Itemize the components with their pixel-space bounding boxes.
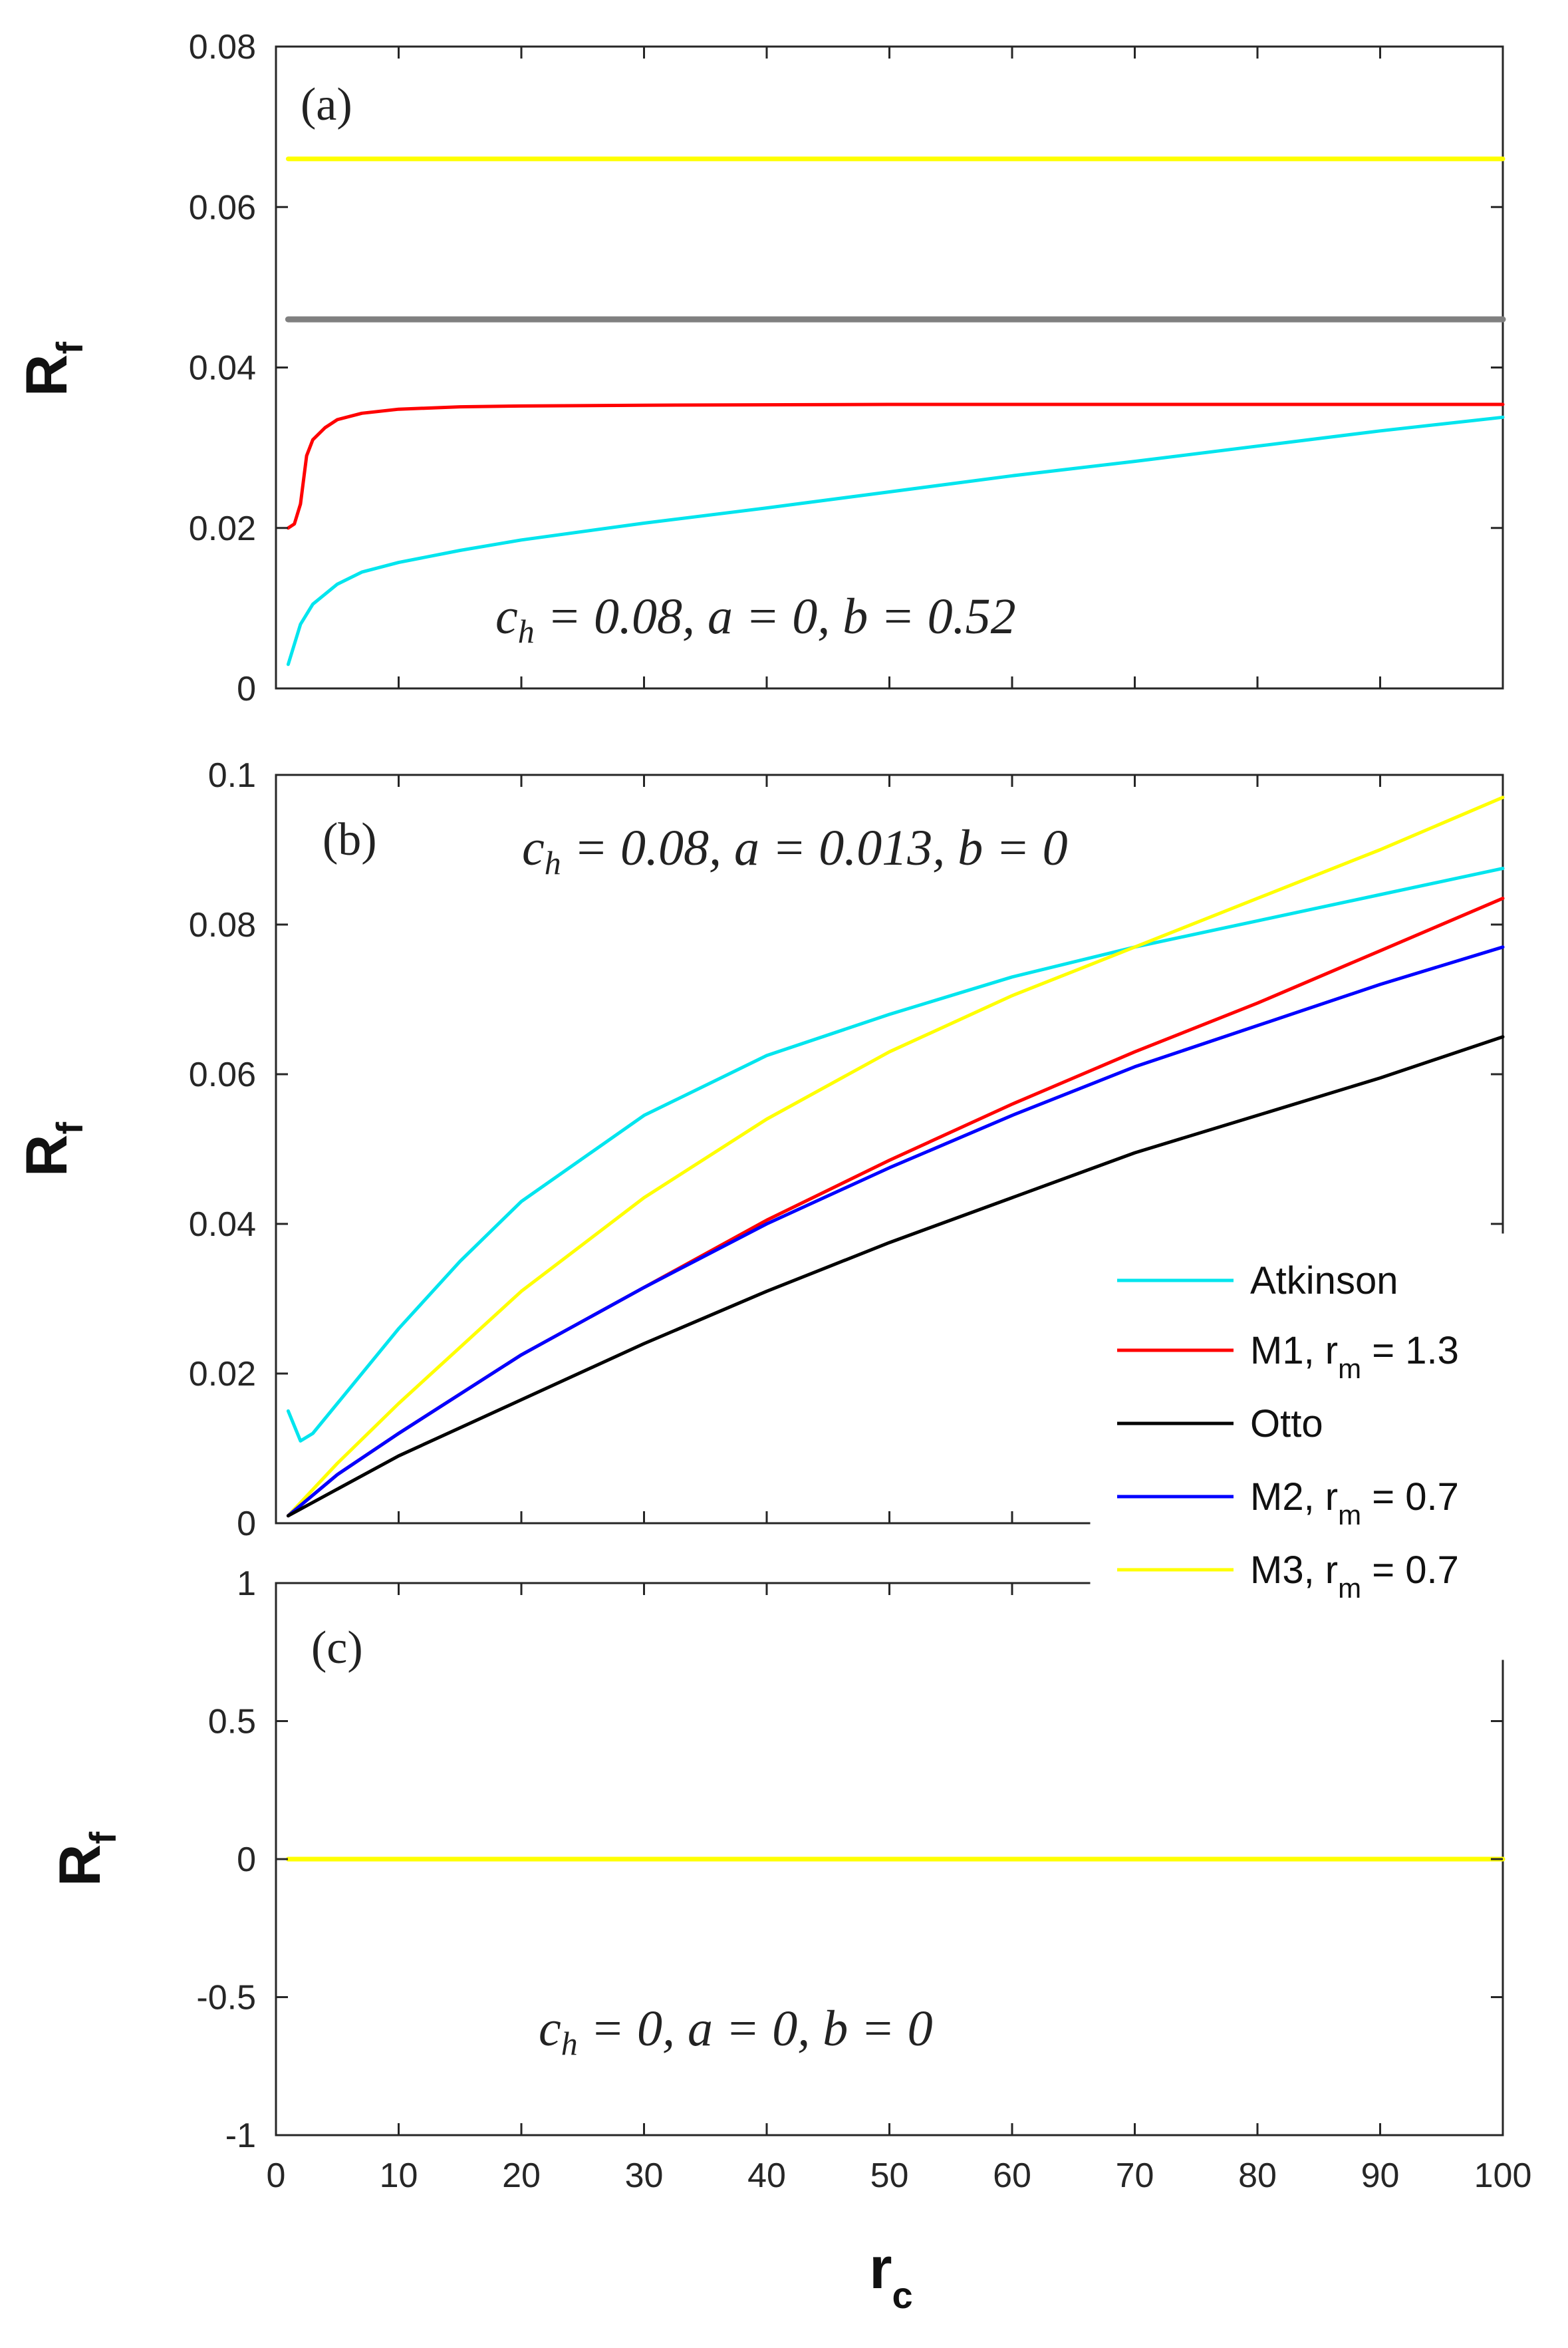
legend: Atkinson M1, rm = 1.3 Otto M2, rm = 0.7 M3, … bbox=[1090, 1233, 1550, 1660]
panel-a-label: (a) bbox=[301, 79, 352, 130]
y-tick-label: -0.5 bbox=[196, 1979, 256, 2017]
x-tick-label: 100 bbox=[1474, 2156, 1532, 2195]
y-tick-label: 0 bbox=[237, 1505, 256, 1543]
series-line-otto bbox=[286, 1035, 1505, 1518]
series-line-m3-r-m-0-7 bbox=[286, 796, 1505, 1518]
legend-label: Otto bbox=[1250, 1402, 1323, 1445]
panel-a-ticks: 0 0.02 0.04 0.06 0.08 bbox=[189, 28, 1504, 708]
panel-c-annotation: ch = 0, a = 0, b = 0 bbox=[539, 2001, 933, 2062]
x-tick-label: 80 bbox=[1238, 2156, 1277, 2195]
x-tick-label: 50 bbox=[870, 2156, 909, 2195]
y-tick-label: 0.5 bbox=[208, 1703, 256, 1741]
panel-a: 0 0.02 0.04 0.06 0.08 (a) ch = 0.08, a = 0, … bbox=[13, 28, 1506, 708]
series-line-m1-r-m-1-3 bbox=[286, 402, 1505, 530]
x-tick-label: 0 bbox=[267, 2156, 286, 2195]
panel-a-annotation: ch = 0.08, a = 0, b = 0.52 bbox=[495, 589, 1016, 650]
panel-b-ticks: 0 0.02 0.04 0.06 0.08 0.1 bbox=[189, 756, 1504, 1543]
x-tick-label: 10 bbox=[380, 2156, 418, 2195]
panel-b-series bbox=[286, 796, 1505, 1518]
y-tick-label: 0.08 bbox=[189, 906, 256, 945]
x-tick-label: 20 bbox=[502, 2156, 541, 2195]
legend-label: M2, rm = 0.7 bbox=[1250, 1475, 1459, 1531]
panel-a-frame bbox=[275, 45, 1504, 690]
y-tick-label: 1 bbox=[237, 1564, 256, 1603]
y-tick-label: 0.06 bbox=[189, 1056, 256, 1094]
x-tick-label: 40 bbox=[747, 2156, 786, 2195]
series-line-atkinson bbox=[286, 867, 1505, 1443]
y-tick-label: 0.04 bbox=[189, 349, 256, 388]
x-tick-label: 60 bbox=[993, 2156, 1031, 2195]
panel-c-label: (c) bbox=[311, 1622, 363, 1674]
panel-c-ylabel: Rf bbox=[47, 1832, 124, 1887]
y-tick-label: 0.04 bbox=[189, 1205, 256, 1244]
x-tick-label: 70 bbox=[1116, 2156, 1154, 2195]
y-tick-label: 0.02 bbox=[189, 1355, 256, 1394]
y-tick-label: 0.08 bbox=[189, 28, 256, 67]
panel-c: -1-0.500.510 10 20 30 40 50 60 70 80 90 100 (c) ch… bbox=[47, 1564, 1531, 2316]
legend-items: Atkinson M1, rm = 1.3 Otto M2, rm = 0.7 M3, … bbox=[1117, 1259, 1459, 1604]
panel-a-ylabel: Rf bbox=[13, 342, 90, 397]
y-tick-label: 0.02 bbox=[189, 510, 256, 548]
panel-b-annotation: ch = 0.08, a = 0.013, b = 0 bbox=[522, 820, 1068, 881]
series-line-m2-r-m-0-7 bbox=[286, 945, 1505, 1518]
legend-box bbox=[1090, 1233, 1550, 1660]
panel-c-ticks: -1-0.500.510 10 20 30 40 50 60 70 80 90 100 bbox=[196, 1564, 1531, 2195]
legend-label: Atkinson bbox=[1250, 1259, 1398, 1302]
series-line-atkinson bbox=[286, 415, 1505, 666]
x-tick-label: 30 bbox=[625, 2156, 664, 2195]
y-tick-label: -1 bbox=[225, 2117, 256, 2155]
y-tick-label: 0.1 bbox=[208, 756, 256, 795]
legend-label: M3, rm = 0.7 bbox=[1250, 1548, 1459, 1604]
panel-a-series bbox=[285, 156, 1506, 666]
panel-b-ylabel: Rf bbox=[13, 1122, 90, 1177]
y-tick-label: 0 bbox=[237, 670, 256, 708]
panel-b-label: (b) bbox=[323, 814, 377, 865]
panel-c-xlabel: rc bbox=[869, 2235, 912, 2316]
legend-label: M1, rm = 1.3 bbox=[1250, 1329, 1459, 1384]
x-tick-label: 90 bbox=[1361, 2156, 1400, 2195]
y-tick-label: 0.06 bbox=[189, 188, 256, 227]
y-tick-label: 0 bbox=[237, 1840, 256, 1879]
